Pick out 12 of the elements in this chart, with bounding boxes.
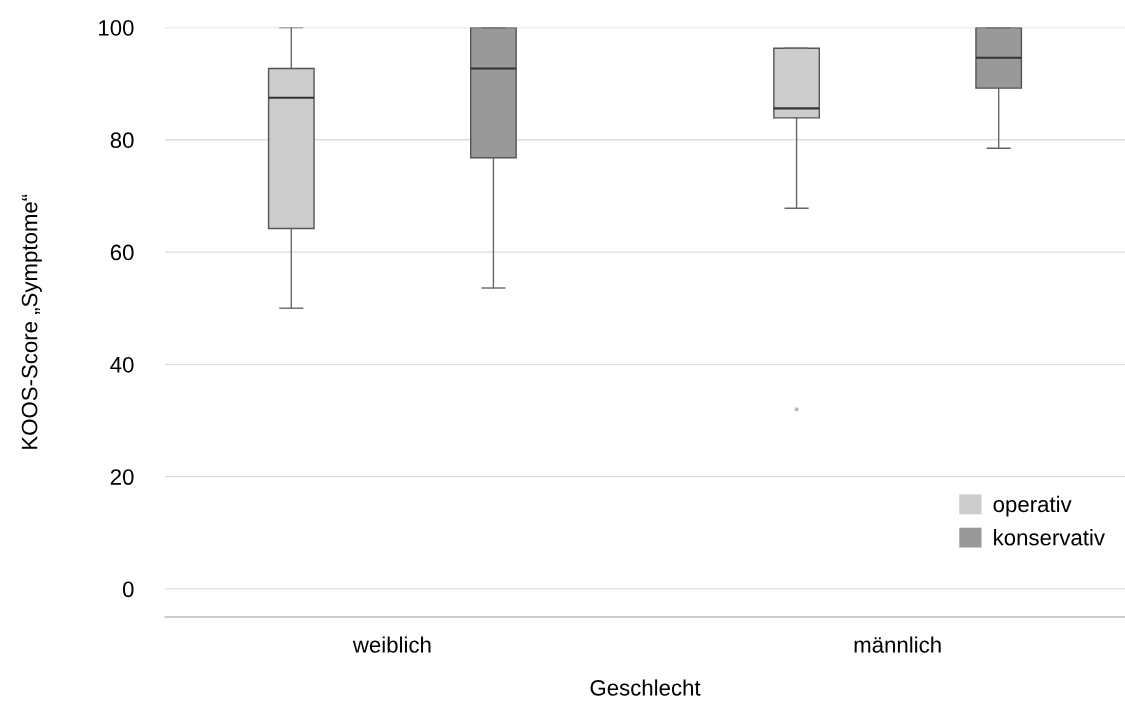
- y-axis-title: KOOS-Score „Symptome“: [21, 194, 42, 449]
- x-tick-label: männlich: [854, 636, 941, 653]
- y-tick-label: 60: [110, 244, 134, 261]
- y-tick-label: 20: [110, 469, 134, 485]
- x-axis-title: Geschlecht: [590, 679, 701, 696]
- x-tick-label: weiblich: [352, 636, 431, 653]
- y-tick-label: 40: [110, 356, 134, 373]
- legend-label: konservativ: [994, 529, 1105, 546]
- y-tick-label: 0: [122, 581, 134, 598]
- y-tick-label: 100: [99, 20, 134, 36]
- y-tick-label: 80: [110, 132, 134, 149]
- legend-label: operativ: [993, 495, 1072, 517]
